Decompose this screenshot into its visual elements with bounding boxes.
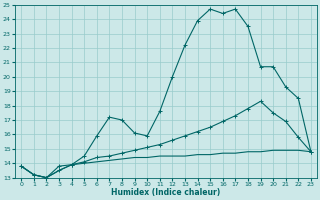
X-axis label: Humidex (Indice chaleur): Humidex (Indice chaleur) [111,188,221,197]
